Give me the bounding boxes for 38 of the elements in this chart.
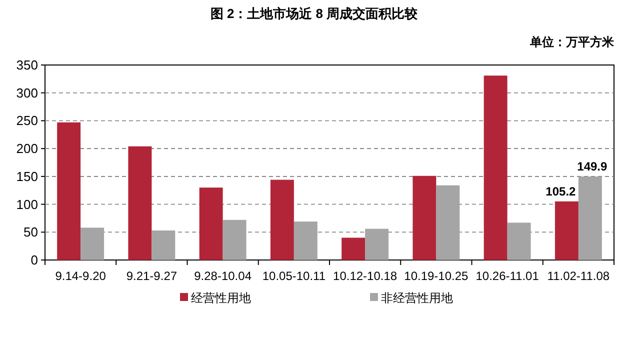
- x-tick-label: 10.05-10.11: [262, 269, 326, 283]
- y-tick-label: 200: [16, 141, 38, 156]
- bar: [270, 180, 294, 260]
- bar: [554, 201, 578, 260]
- x-tick-label: 9.21-9.27: [126, 269, 178, 283]
- y-tick-label: 100: [16, 196, 38, 212]
- chart-title: 图 2：土地市场近 8 周成交面积比较: [210, 6, 419, 21]
- bar: [294, 222, 318, 260]
- y-tick-label: 250: [16, 113, 38, 128]
- bar: [80, 228, 104, 260]
- data-label: 105.2: [546, 184, 576, 198]
- chart-subtitle: 单位：万平方米: [529, 35, 615, 49]
- y-tick-label: 150: [16, 168, 38, 184]
- bar: [222, 220, 246, 260]
- x-tick-label: 10.26-11.01: [476, 269, 540, 283]
- legend-label: 经营性用地: [191, 291, 251, 305]
- y-tick-label: 0: [30, 252, 38, 268]
- data-label: 149.9: [577, 159, 608, 174]
- y-tick-label: 350: [16, 58, 38, 72]
- y-tick-label: 50: [24, 224, 38, 240]
- bar: [342, 238, 366, 260]
- x-tick-label: 9.14-9.20: [55, 269, 106, 283]
- bar: [128, 146, 152, 260]
- bar: [199, 188, 223, 260]
- bar: [507, 222, 531, 260]
- bar: [484, 76, 508, 260]
- legend-label: 非经营性用地: [381, 291, 453, 305]
- bar: [365, 228, 389, 260]
- x-tick-label: 9.28-10.04: [194, 269, 252, 283]
- bar: [578, 176, 602, 260]
- bar: [412, 176, 436, 260]
- x-tick-label: 11.02-11.08: [547, 269, 610, 283]
- bar: [152, 230, 176, 260]
- bar: [436, 185, 460, 260]
- x-tick-label: 10.19-10.25: [404, 269, 469, 283]
- x-tick-label: 10.12-10.18: [333, 269, 398, 283]
- bar: [57, 122, 81, 260]
- y-tick-label: 300: [16, 85, 38, 100]
